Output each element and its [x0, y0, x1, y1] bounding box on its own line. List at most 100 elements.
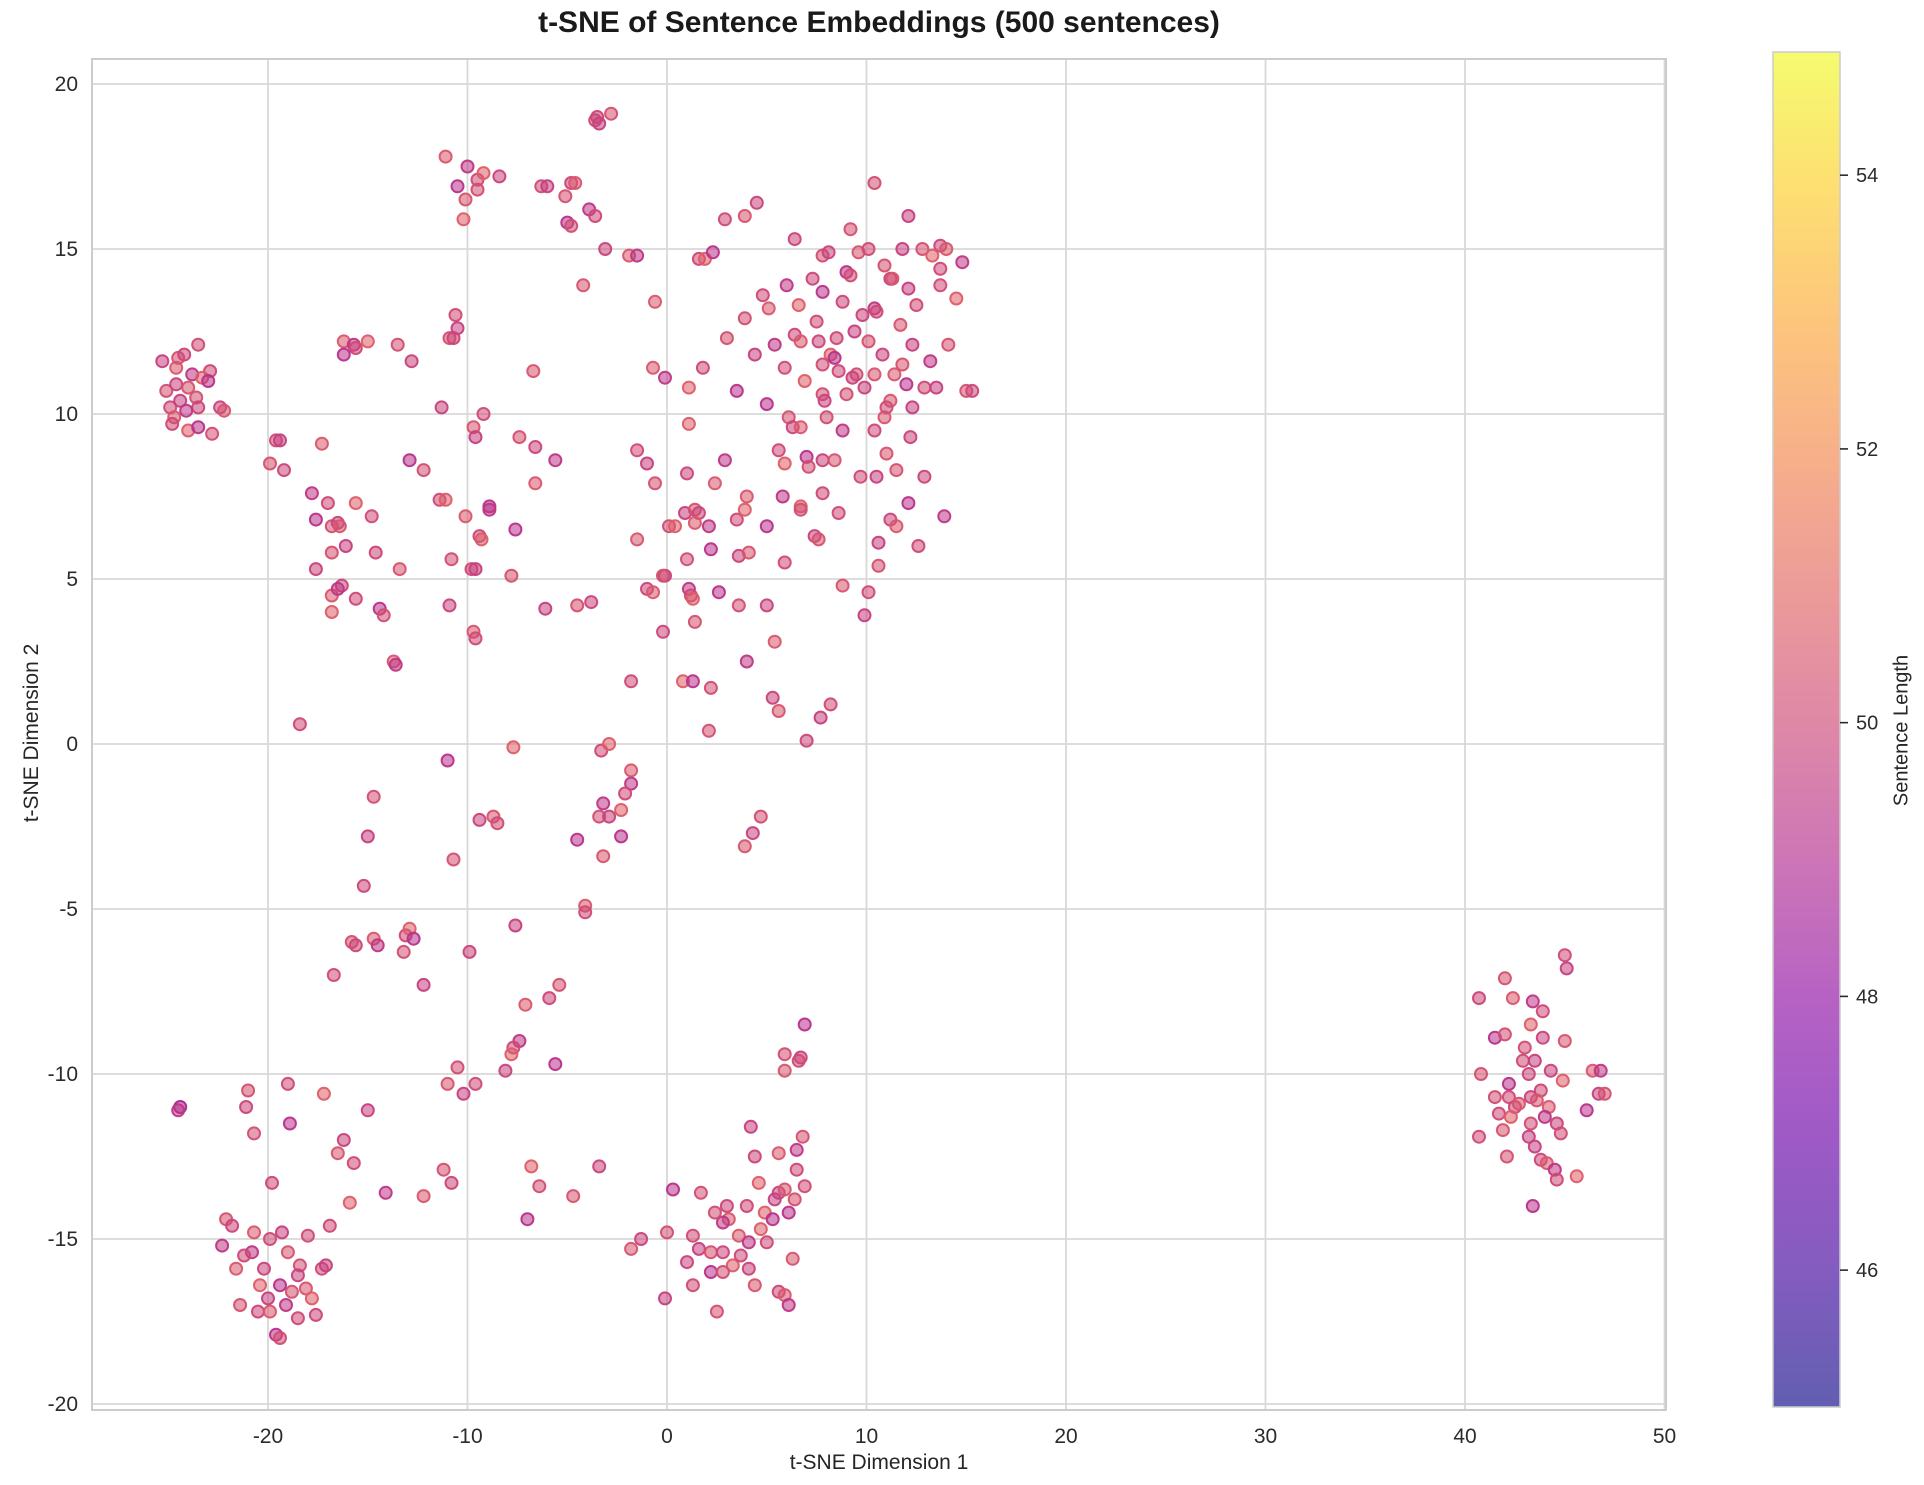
data-point: [1505, 991, 1520, 1006]
data-point: [703, 680, 718, 695]
data-point: [737, 502, 752, 517]
data-point: [791, 1053, 806, 1068]
data-point: [458, 509, 473, 524]
data-point: [817, 393, 832, 408]
data-point: [789, 1162, 804, 1177]
data-point: [691, 1241, 706, 1256]
data-point: [777, 555, 792, 570]
data-point: [504, 568, 519, 583]
data-point: [508, 918, 523, 933]
data-point: [304, 1291, 319, 1306]
data-point: [1549, 1172, 1564, 1187]
data-point: [542, 991, 557, 1006]
data-point: [793, 420, 808, 435]
data-point: [576, 278, 591, 293]
data-point: [518, 997, 533, 1012]
data-point: [1569, 1169, 1584, 1184]
data-point: [680, 1255, 694, 1270]
data-point: [731, 1228, 746, 1243]
data-point: [1527, 1053, 1542, 1068]
data-point: [687, 515, 702, 530]
data-point: [1527, 1139, 1542, 1154]
data-point: [476, 407, 491, 421]
data-point: [889, 519, 904, 534]
data-point: [434, 400, 449, 415]
data-point: [787, 1192, 802, 1207]
data-point: [827, 350, 842, 365]
data-point: [715, 1245, 730, 1260]
data-point: [624, 776, 639, 791]
data-point: [771, 443, 786, 458]
data-point: [438, 492, 453, 507]
data-point: [717, 212, 732, 227]
data-point: [646, 585, 660, 600]
data-point: [753, 809, 768, 824]
data-point: [290, 1268, 305, 1283]
data-point: [624, 1241, 639, 1256]
data-point: [805, 271, 820, 286]
data-point: [456, 1086, 471, 1101]
data-point: [811, 532, 826, 547]
data-point: [520, 1212, 535, 1227]
data-point: [1499, 1149, 1514, 1164]
data-point: [205, 426, 220, 441]
plot-border: [91, 58, 1667, 1411]
data-point: [640, 456, 654, 471]
data-point: [847, 324, 862, 339]
data-point: [342, 1195, 357, 1210]
data-point: [1557, 948, 1572, 963]
data-point: [819, 410, 834, 425]
data-point: [795, 1129, 810, 1144]
data-point: [767, 337, 782, 352]
data-point: [181, 380, 196, 395]
data-point: [448, 308, 463, 322]
data-point: [416, 977, 431, 992]
data-point: [809, 314, 824, 329]
x-tick-label-40: 40: [1453, 1425, 1476, 1448]
data-point: [320, 496, 335, 511]
data-point: [263, 1232, 277, 1246]
data-point: [498, 1063, 513, 1078]
data-point: [458, 192, 473, 207]
data-point: [282, 1116, 297, 1131]
y-tick-label-20: 20: [55, 73, 78, 96]
colorbar-tick-label-46: 46: [1856, 1260, 1878, 1282]
data-point: [324, 545, 339, 560]
data-point: [869, 304, 884, 319]
data-point: [275, 1225, 289, 1240]
data-point: [759, 397, 774, 412]
data-point: [743, 1119, 758, 1134]
grid-lines: [92, 59, 1666, 1410]
data-point: [604, 106, 619, 121]
data-point: [1521, 1067, 1536, 1081]
data-point: [630, 443, 645, 458]
data-point: [1491, 1106, 1506, 1121]
data-point: [829, 331, 844, 346]
y-tick-label-15: 15: [55, 238, 78, 261]
data-point: [191, 400, 206, 415]
data-point: [1555, 1073, 1570, 1088]
data-point: [1597, 1086, 1612, 1101]
data-point: [492, 169, 507, 184]
data-point: [179, 403, 194, 418]
data-point: [751, 1175, 766, 1190]
data-point: [656, 624, 670, 639]
data-point: [797, 374, 812, 388]
data-point: [438, 149, 453, 164]
data-point: [739, 1199, 754, 1213]
data-point: [456, 212, 471, 227]
x-tick-label-20: 20: [1054, 1425, 1077, 1448]
data-point: [263, 1304, 277, 1319]
data-point: [747, 1149, 762, 1164]
data-point: [169, 360, 184, 375]
data-point: [668, 519, 682, 534]
data-point: [215, 1238, 230, 1253]
data-point: [468, 631, 483, 646]
data-point: [548, 453, 563, 468]
data-point: [191, 337, 206, 352]
data-point: [277, 463, 291, 478]
data-point: [1537, 1109, 1552, 1124]
data-point: [843, 268, 858, 283]
data-point: [777, 360, 792, 375]
